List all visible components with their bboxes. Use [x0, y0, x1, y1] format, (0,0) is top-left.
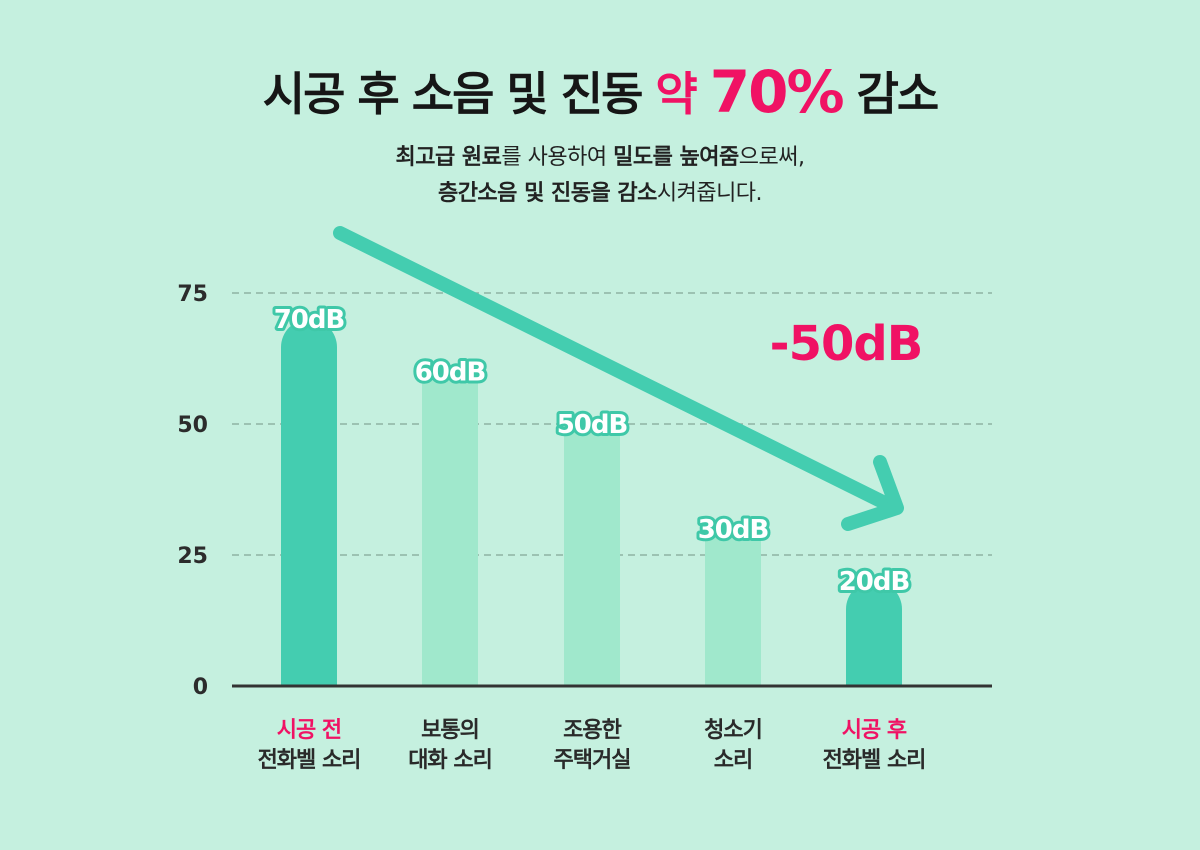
- trend-arrow-head: [841, 455, 904, 531]
- gridlines: [232, 292, 992, 556]
- category-label-line-2: 전화벨 소리: [822, 748, 927, 773]
- y-tick-label-0: 0: [193, 675, 208, 700]
- subtitle-text-1: 를 사용하여: [501, 145, 614, 170]
- y-tick-label-25: 25: [177, 544, 208, 569]
- category-label-line-1: 시공 전: [276, 718, 342, 743]
- value-labels: 70dB 60dB 50dB 30dB 20dB -50dB: [271, 302, 924, 600]
- category-label-line-2: 주택거실: [553, 748, 632, 773]
- trend-arrow-shaft: [333, 226, 902, 515]
- subtitle-bold-1: 최고급 원료: [395, 145, 502, 170]
- subtitle-text-3: 시켜줍니다.: [656, 181, 763, 206]
- subtitle: 최고급 원료를 사용하여 밀도를 높여줌으로써, 층간소음 및 진동을 감소시켜…: [0, 140, 1200, 212]
- bars: [281, 319, 902, 686]
- subtitle-line-1: 최고급 원료를 사용하여 밀도를 높여줌으로써,: [0, 140, 1200, 176]
- value-label-2: 50dB: [557, 410, 628, 440]
- bar-0: [281, 319, 337, 686]
- trend-arrow: [333, 226, 904, 531]
- category-label-line-1: 보통의: [421, 718, 480, 743]
- bar-1: [422, 371, 478, 686]
- subtitle-bold-2: 밀도를 높여줌: [613, 145, 739, 170]
- category-label-line-1: 조용한: [563, 718, 622, 743]
- subtitle-bold-3: 층간소음 및 진동을 감소: [437, 181, 657, 206]
- value-label-4: 20dB: [839, 567, 910, 597]
- title-accent-big: 70%: [709, 58, 845, 126]
- bar-2: [564, 424, 620, 686]
- axes: 0 25 50 75: [177, 282, 992, 700]
- value-label-0: 70dB: [274, 305, 345, 335]
- category-label-line-2: 전화벨 소리: [257, 748, 362, 773]
- value-label-1: 60dB: [415, 358, 486, 388]
- subtitle-line-2: 층간소음 및 진동을 감소시켜줍니다.: [0, 176, 1200, 212]
- category-label-line-1: 시공 후: [841, 718, 907, 743]
- category-label-line-2: 소리: [713, 748, 753, 773]
- title-main: 시공 후 소음 및 진동: [262, 67, 644, 121]
- page-title: 시공 후 소음 및 진동 약 70% 감소: [0, 58, 1200, 126]
- value-label-3: 30dB: [698, 515, 769, 545]
- reduction-annotation: -50dB: [770, 316, 923, 372]
- y-tick-label-75: 75: [177, 282, 208, 307]
- subtitle-text-2: 으로써,: [738, 145, 805, 170]
- category-label-line-2: 대화 소리: [408, 748, 493, 773]
- y-tick-label-50: 50: [177, 413, 208, 438]
- bar-3: [705, 528, 761, 686]
- category-label-line-1: 청소기: [704, 718, 763, 743]
- title-end: 감소: [856, 67, 940, 121]
- title-accent-small: 약: [655, 67, 697, 121]
- bar-4: [846, 581, 902, 686]
